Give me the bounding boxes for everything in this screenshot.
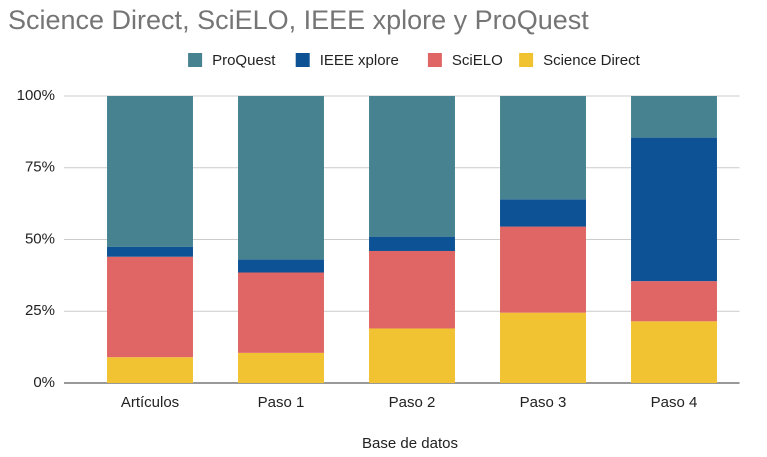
bar-segment: [500, 312, 586, 383]
legend-label: IEEE xplore: [320, 52, 399, 69]
bar-segment: [369, 96, 455, 237]
x-tick-label: Paso 1: [258, 394, 305, 411]
y-tick-label: 50%: [25, 230, 55, 247]
bar-segment: [238, 96, 324, 260]
y-tick-label: 100%: [17, 87, 55, 104]
bar-segment: [500, 226, 586, 313]
chart-title: Science Direct, SciELO, IEEE xplore y Pr…: [8, 5, 589, 35]
bar-segment: [631, 96, 717, 138]
legend-swatch: [295, 53, 310, 67]
bar-segment: [631, 137, 717, 282]
bar-segment: [238, 352, 324, 383]
legend-swatch: [427, 53, 442, 67]
y-tick-label: 0%: [33, 374, 55, 391]
legend-swatch: [188, 53, 203, 67]
bar-segment: [238, 259, 324, 273]
legend-label: SciELO: [452, 52, 503, 69]
bar-segment: [107, 256, 193, 358]
legend-label: ProQuest: [212, 52, 276, 69]
x-tick-label: Paso 4: [651, 394, 698, 411]
bar-segment: [107, 246, 193, 257]
x-axis-label: Base de datos: [362, 435, 458, 452]
y-tick-label: 75%: [25, 159, 55, 176]
bar-segment: [631, 281, 717, 322]
legend-label: Science Direct: [543, 52, 641, 69]
bar-segment: [369, 250, 455, 329]
x-tick-label: Artículos: [121, 394, 179, 411]
x-tick-label: Paso 2: [389, 394, 436, 411]
bar-segment: [238, 272, 324, 353]
bar-segment: [107, 357, 193, 383]
x-tick-label: Paso 3: [520, 394, 567, 411]
bar-segment: [369, 236, 455, 251]
bar-segment: [107, 96, 193, 247]
bar-segment: [369, 328, 455, 383]
y-tick-label: 25%: [25, 302, 55, 319]
bar-segment: [500, 199, 586, 227]
legend-swatch: [519, 53, 534, 67]
bar-segment: [631, 321, 717, 383]
bar-segment: [500, 96, 586, 200]
